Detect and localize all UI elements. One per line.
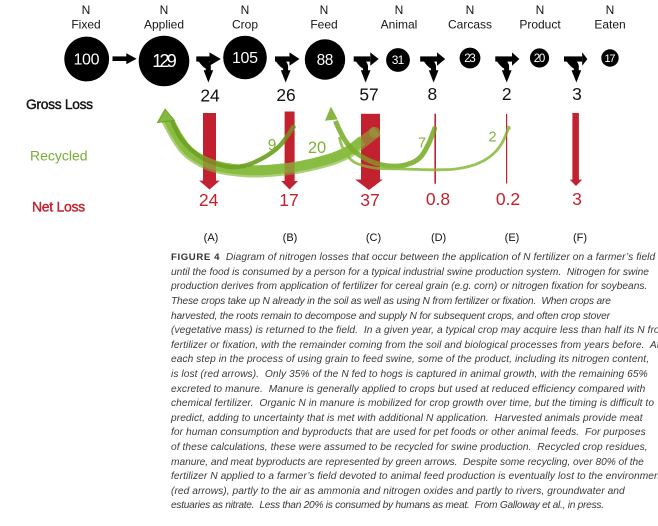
svg-text:88: 88 [317, 52, 334, 69]
svg-text:2: 2 [488, 130, 496, 146]
svg-text:129: 129 [152, 51, 177, 71]
svg-text:N: N [320, 3, 329, 17]
svg-text:23: 23 [464, 53, 476, 65]
svg-text:20: 20 [534, 53, 546, 65]
svg-text:37: 37 [360, 190, 379, 210]
svg-text:9: 9 [268, 137, 277, 154]
svg-text:N: N [160, 3, 169, 17]
svg-text:N: N [241, 3, 250, 17]
svg-text:N: N [82, 3, 91, 17]
svg-text:Carcass: Carcass [448, 18, 492, 32]
svg-text:17: 17 [279, 190, 298, 210]
svg-text:0.8: 0.8 [426, 189, 450, 209]
svg-text:Feed: Feed [310, 18, 337, 32]
svg-text:N: N [536, 3, 545, 17]
svg-text:2: 2 [502, 84, 512, 104]
svg-text:Fixed: Fixed [71, 18, 100, 32]
svg-text:Eaten: Eaten [594, 18, 625, 32]
svg-text:N: N [606, 3, 615, 17]
svg-text:0.2: 0.2 [496, 189, 520, 209]
svg-text:24: 24 [199, 190, 219, 210]
svg-text:(A): (A) [204, 232, 219, 244]
svg-text:N: N [466, 3, 475, 17]
svg-text:57: 57 [359, 85, 378, 105]
svg-text:(D): (D) [431, 232, 446, 244]
svg-text:3: 3 [572, 84, 582, 104]
svg-text:24: 24 [200, 86, 220, 106]
svg-text:26: 26 [276, 85, 295, 105]
svg-text:Applied: Applied [144, 18, 184, 32]
svg-text:Animal: Animal [381, 18, 418, 32]
svg-text:Crop: Crop [232, 18, 258, 32]
svg-text:N: N [395, 3, 404, 17]
svg-text:Product: Product [519, 18, 561, 32]
svg-text:(F): (F) [573, 232, 587, 244]
svg-text:3: 3 [572, 189, 582, 209]
svg-text:31: 31 [392, 53, 405, 67]
svg-text:100: 100 [74, 51, 100, 68]
svg-text:8: 8 [427, 84, 437, 104]
svg-text:Recycled: Recycled [30, 148, 88, 164]
svg-text:20: 20 [308, 139, 326, 157]
svg-text:7: 7 [418, 136, 426, 152]
svg-text:Net Loss: Net Loss [32, 198, 85, 214]
svg-text:Gross Loss: Gross Loss [26, 97, 93, 112]
svg-text:(C): (C) [366, 232, 381, 244]
svg-text:105: 105 [232, 50, 258, 67]
svg-text:(E): (E) [505, 232, 520, 244]
svg-text:17: 17 [605, 53, 616, 65]
svg-text:(B): (B) [283, 232, 298, 244]
